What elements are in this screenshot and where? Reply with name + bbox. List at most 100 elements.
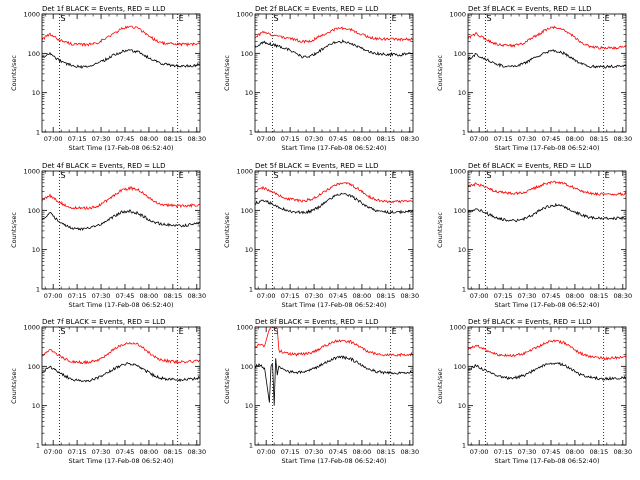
y-tick-label: 1000	[236, 11, 253, 19]
marker-label-s: S	[61, 14, 66, 23]
y-tick-label: 100	[28, 363, 40, 371]
marker-label-e: E	[605, 14, 610, 23]
y-axis-label: Counts/sec	[436, 55, 444, 91]
x-tick-label: 07:30	[305, 135, 324, 143]
lld-series-line	[41, 25, 201, 47]
plot-frame	[467, 170, 627, 290]
y-tick-label: 100	[454, 363, 466, 371]
y-tick-label: 1	[36, 129, 40, 137]
panel-title: Det 8f BLACK = Events, RED = LLD	[255, 318, 378, 326]
x-axis-label: Start Time (17-Feb-08 06:52:40)	[282, 144, 387, 152]
panel-title: Det 4f BLACK = Events, RED = LLD	[42, 162, 165, 170]
x-tick-label: 07:15	[281, 292, 300, 300]
y-axis-label: Counts/sec	[223, 55, 231, 91]
lld-series-line	[467, 180, 627, 197]
panel-title: Det 3f BLACK = Events, RED = LLD	[468, 5, 591, 13]
x-tick-label: 07:15	[68, 448, 87, 456]
x-tick-label: 07:15	[281, 448, 300, 456]
y-tick-label: 1000	[236, 324, 253, 332]
x-tick-label: 07:30	[518, 135, 537, 143]
x-axis-label: Start Time (17-Feb-08 06:52:40)	[69, 144, 174, 152]
x-tick-label: 08:00	[140, 292, 159, 300]
y-tick-label: 100	[28, 207, 40, 215]
x-tick-label: 08:00	[566, 135, 585, 143]
x-tick-label: 08:00	[140, 135, 159, 143]
y-tick-label: 1000	[23, 168, 40, 176]
y-axis-label: Counts/sec	[10, 55, 18, 91]
x-tick-label: 08:15	[164, 292, 183, 300]
x-tick-label: 07:15	[68, 292, 87, 300]
y-tick-label: 10	[245, 246, 253, 254]
events-series-line	[41, 362, 201, 383]
x-tick-label: 07:00	[257, 292, 276, 300]
x-tick-label: 07:45	[329, 135, 348, 143]
marker-label-s: S	[274, 171, 279, 180]
x-tick-label: 08:30	[400, 292, 419, 300]
x-tick-label: 08:00	[353, 448, 372, 456]
y-tick-label: 1000	[236, 168, 253, 176]
x-tick-label: 08:30	[400, 448, 419, 456]
y-tick-label: 1000	[449, 324, 466, 332]
x-tick-label: 08:30	[187, 292, 206, 300]
plot-frame	[254, 170, 414, 290]
x-tick-label: 08:30	[400, 135, 419, 143]
x-tick-label: 08:15	[590, 448, 609, 456]
events-series-line	[254, 39, 414, 59]
lld-series-line	[254, 182, 414, 204]
y-tick-label: 10	[458, 402, 466, 410]
marker-label-s: S	[274, 327, 279, 336]
x-axis-label: Start Time (17-Feb-08 06:52:40)	[69, 457, 174, 465]
x-tick-label: 07:45	[116, 292, 135, 300]
events-series-line	[467, 361, 627, 381]
marker-label-s: S	[487, 327, 492, 336]
y-tick-label: 1	[462, 442, 466, 450]
y-tick-label: 10	[458, 246, 466, 254]
x-tick-label: 08:30	[187, 448, 206, 456]
y-tick-label: 10	[245, 402, 253, 410]
panel-title: Det 5f BLACK = Events, RED = LLD	[255, 162, 378, 170]
x-tick-label: 08:30	[613, 448, 632, 456]
y-axis-label: Counts/sec	[10, 212, 18, 248]
events-series-line	[41, 209, 201, 231]
x-tick-label: 07:30	[92, 135, 111, 143]
y-axis-label: Counts/sec	[436, 212, 444, 248]
y-tick-label: 1	[462, 286, 466, 294]
x-tick-label: 07:00	[44, 135, 63, 143]
y-tick-label: 10	[245, 89, 253, 97]
marker-label-e: E	[392, 327, 397, 336]
x-tick-label: 07:15	[68, 135, 87, 143]
y-tick-label: 100	[241, 207, 253, 215]
x-tick-label: 08:00	[353, 135, 372, 143]
plot-frame	[254, 13, 414, 133]
events-series-line	[41, 49, 201, 70]
x-axis-label: Start Time (17-Feb-08 06:52:40)	[282, 457, 387, 465]
y-tick-label: 100	[454, 207, 466, 215]
panel-title: Det 6f BLACK = Events, RED = LLD	[468, 162, 591, 170]
y-tick-label: 1	[249, 286, 253, 294]
events-series-line	[467, 202, 627, 223]
x-tick-label: 08:00	[566, 292, 585, 300]
y-tick-label: 1000	[449, 11, 466, 19]
y-axis-label: Counts/sec	[223, 212, 231, 248]
x-tick-label: 08:15	[377, 448, 396, 456]
y-tick-label: 1000	[23, 324, 40, 332]
marker-label-s: S	[61, 327, 66, 336]
x-tick-label: 07:45	[542, 448, 561, 456]
x-tick-label: 07:30	[92, 292, 111, 300]
marker-label-e: E	[179, 171, 184, 180]
y-tick-label: 10	[32, 89, 40, 97]
x-axis-label: Start Time (17-Feb-08 06:52:40)	[495, 144, 600, 152]
plot-frame	[41, 170, 201, 290]
x-tick-label: 07:00	[470, 448, 489, 456]
x-tick-label: 07:00	[44, 448, 63, 456]
x-tick-label: 08:30	[613, 135, 632, 143]
events-series-line	[467, 49, 627, 69]
y-tick-label: 1	[36, 286, 40, 294]
marker-label-e: E	[179, 327, 184, 336]
panel-title: Det 7f BLACK = Events, RED = LLD	[42, 318, 165, 326]
marker-label-s: S	[487, 171, 492, 180]
x-tick-label: 07:00	[257, 135, 276, 143]
